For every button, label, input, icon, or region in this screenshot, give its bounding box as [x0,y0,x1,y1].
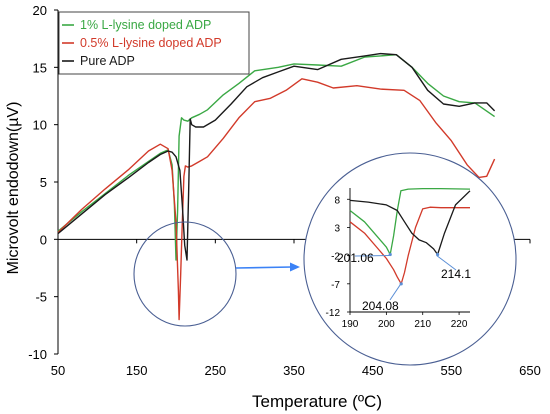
inset-x-tick-label: 200 [378,319,395,330]
legend-label: Pure ADP [80,54,135,68]
main-axes: -10 -5 0 5 10 15 20 50 150 250 350 450 550 650 [28,3,541,378]
series-line [57,52,496,261]
x-tick-label: 250 [204,363,226,378]
x-tick-label: 50 [51,363,65,378]
inset-y-tick-label: -12 [326,308,341,319]
legend: 1% L-lysine doped ADP 0.5% L-lysine doped… [58,11,250,75]
annotation-point [388,252,392,257]
y-tick-label: 5 [40,175,47,190]
inset-y-tick-label: -7 [331,280,340,291]
inset-series-line [349,187,471,256]
zoom-callout [133,152,517,366]
zoom-arrow-head [290,262,300,272]
x-tick-label: 350 [283,363,305,378]
legend-label: 0.5% L-lysine doped ADP [80,36,222,50]
annotation-arrow [389,284,401,301]
y-tick-label: -5 [35,290,47,305]
legend-label: 1% L-lysine doped ADP [80,18,211,32]
x-tick-label: 450 [362,363,384,378]
zoom-arrow-line [235,266,293,269]
x-axis-label: Temperature (ºC) [252,392,382,411]
y-tick-label: -10 [28,347,47,362]
y-tick-label: 15 [33,60,47,75]
inset-x-tick-label: 220 [451,319,468,330]
inset-series-line [349,206,470,285]
annotation-point [436,252,440,257]
annotation-arrow [436,255,457,271]
y-tick-label: 10 [33,118,47,133]
zoom-source-circle [133,221,237,327]
legend-box [58,11,250,75]
y-tick-label: 20 [33,3,47,18]
series-line [57,78,496,321]
inset-x-tick-label: 190 [342,319,359,330]
y-tick-label: 0 [40,232,47,247]
inset-series-line [349,190,471,256]
annotation-label: 204.08 [362,299,399,313]
y-axis-label: Microvolt endodown(µV) [5,102,22,275]
main-series [57,52,496,321]
x-tick-label: 150 [126,363,148,378]
inset-y-tick-label: 3 [334,223,340,234]
x-tick-label: 550 [440,363,462,378]
annotation-point [399,282,403,286]
annotation-label: 214.1 [441,267,471,281]
annotation-label: 201.06 [337,251,374,265]
inset-y-tick-label: 8 [334,195,340,206]
inset-x-tick-label: 210 [414,319,431,330]
inset-y-tick-label: -2 [331,252,340,263]
x-tick-label: 650 [519,363,541,378]
